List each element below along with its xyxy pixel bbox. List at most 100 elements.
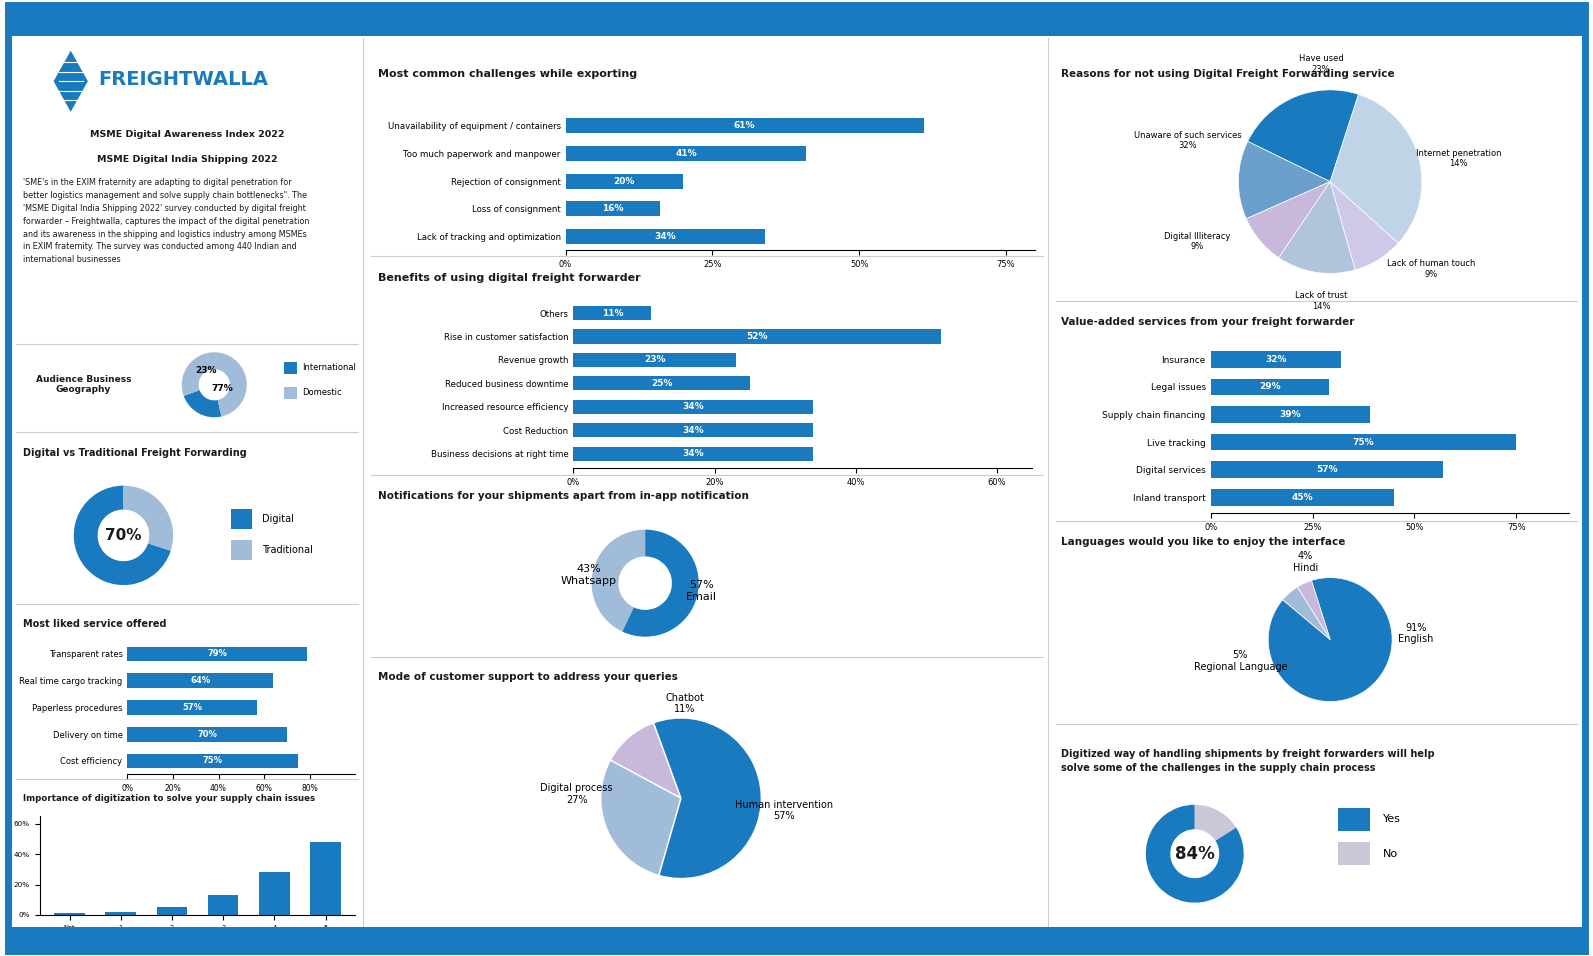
Wedge shape bbox=[1246, 182, 1330, 258]
Text: 16%: 16% bbox=[602, 205, 623, 213]
Text: Digital process
27%: Digital process 27% bbox=[540, 784, 613, 805]
Wedge shape bbox=[1330, 182, 1399, 270]
Text: Most liked service offered: Most liked service offered bbox=[22, 619, 166, 629]
Text: 20%: 20% bbox=[613, 177, 636, 185]
Bar bbox=[284, 386, 296, 399]
Text: 64%: 64% bbox=[190, 676, 210, 685]
Text: Mode of customer support to address your queries: Mode of customer support to address your… bbox=[378, 672, 677, 683]
Bar bbox=[127, 646, 307, 662]
Text: 57%: 57% bbox=[182, 703, 202, 712]
Text: Lack of trust
14%: Lack of trust 14% bbox=[1295, 292, 1348, 311]
Bar bbox=[1211, 351, 1341, 367]
Text: 43%
Whatsapp: 43% Whatsapp bbox=[561, 564, 616, 586]
Wedge shape bbox=[182, 353, 247, 417]
Bar bbox=[573, 330, 940, 343]
Text: 61%: 61% bbox=[734, 121, 755, 130]
Wedge shape bbox=[1297, 580, 1330, 640]
Text: Lack of human touch
9%: Lack of human touch 9% bbox=[1388, 259, 1475, 278]
Text: Importance of digitization to solve your supply chain issues: Importance of digitization to solve your… bbox=[22, 793, 315, 803]
Text: 41%: 41% bbox=[675, 149, 696, 158]
Bar bbox=[573, 446, 814, 461]
Bar bbox=[231, 540, 252, 560]
Text: Digital: Digital bbox=[261, 514, 295, 524]
Bar bbox=[566, 174, 683, 188]
Bar bbox=[127, 727, 287, 742]
Text: 34%: 34% bbox=[655, 232, 675, 241]
Bar bbox=[573, 424, 814, 437]
Text: 34%: 34% bbox=[683, 449, 704, 458]
Text: 45%: 45% bbox=[1292, 493, 1313, 502]
Text: Digital Illiteracy
9%: Digital Illiteracy 9% bbox=[1164, 231, 1230, 251]
Text: Human intervention
57%: Human intervention 57% bbox=[734, 799, 833, 821]
Text: International: International bbox=[303, 363, 357, 372]
Wedge shape bbox=[183, 390, 221, 417]
Bar bbox=[573, 306, 652, 320]
Text: 70%: 70% bbox=[198, 729, 217, 739]
Text: © All rights reserved to Freightwalla: © All rights reserved to Freightwalla bbox=[1376, 936, 1553, 946]
Text: 11%: 11% bbox=[602, 309, 623, 317]
Text: Audience Business
Geography: Audience Business Geography bbox=[37, 375, 131, 395]
Bar bbox=[284, 361, 296, 374]
Wedge shape bbox=[1268, 577, 1392, 702]
Bar bbox=[566, 202, 660, 216]
Bar bbox=[207, 895, 239, 915]
Text: MSME Digital India Shipping 2022: MSME Digital India Shipping 2022 bbox=[97, 155, 277, 164]
Text: 25%: 25% bbox=[652, 379, 672, 388]
Text: Digital vs Traditional Freight Forwarding: Digital vs Traditional Freight Forwardin… bbox=[22, 447, 247, 458]
Bar bbox=[54, 913, 84, 915]
Text: 91%
English: 91% English bbox=[1399, 622, 1434, 644]
Bar bbox=[231, 510, 252, 530]
Wedge shape bbox=[1195, 805, 1236, 840]
Text: Most common challenges while exporting: Most common challenges while exporting bbox=[378, 69, 637, 79]
Wedge shape bbox=[610, 723, 682, 798]
Bar bbox=[105, 912, 135, 915]
Bar bbox=[573, 353, 736, 367]
Bar bbox=[1338, 808, 1370, 831]
Text: 84%: 84% bbox=[1176, 845, 1214, 862]
Text: 75%: 75% bbox=[1352, 438, 1375, 446]
Bar bbox=[1211, 462, 1443, 478]
Text: 70%: 70% bbox=[105, 528, 142, 543]
Text: Value-added services from your freight forwarder: Value-added services from your freight f… bbox=[1061, 317, 1354, 327]
Text: 57%: 57% bbox=[1316, 466, 1338, 474]
Text: Reasons for not using Digital Freight Forwarding service: Reasons for not using Digital Freight Fo… bbox=[1061, 69, 1395, 79]
Text: 23%: 23% bbox=[644, 356, 666, 364]
Bar bbox=[1211, 379, 1329, 395]
Wedge shape bbox=[1279, 182, 1356, 273]
Bar bbox=[566, 228, 765, 244]
Polygon shape bbox=[54, 51, 88, 112]
Wedge shape bbox=[653, 718, 761, 879]
Bar bbox=[127, 673, 274, 688]
Wedge shape bbox=[1330, 95, 1423, 243]
Wedge shape bbox=[1145, 805, 1244, 902]
Text: No: No bbox=[1383, 849, 1397, 858]
Text: Benefits of using digital freight forwarder: Benefits of using digital freight forwar… bbox=[378, 273, 640, 283]
Text: 4%
Hindi: 4% Hindi bbox=[1294, 552, 1317, 573]
Text: MSME Digital Awareness Index 2022: MSME Digital Awareness Index 2022 bbox=[89, 130, 285, 140]
Bar bbox=[1211, 434, 1517, 450]
Text: 79%: 79% bbox=[207, 649, 228, 659]
Wedge shape bbox=[623, 530, 699, 637]
Text: 39%: 39% bbox=[1279, 410, 1301, 419]
Wedge shape bbox=[73, 486, 170, 585]
Text: 75%: 75% bbox=[202, 756, 223, 766]
Bar bbox=[1211, 406, 1370, 423]
Wedge shape bbox=[591, 530, 645, 632]
Wedge shape bbox=[1247, 90, 1359, 182]
Bar bbox=[156, 907, 188, 915]
Bar bbox=[127, 753, 298, 769]
Text: FREIGHTWALLA: FREIGHTWALLA bbox=[99, 70, 268, 89]
Text: Chatbot
11%: Chatbot 11% bbox=[666, 693, 704, 714]
Wedge shape bbox=[601, 760, 682, 876]
Text: Digitized way of handling shipments by freight forwarders will help
solve some o: Digitized way of handling shipments by f… bbox=[1061, 749, 1435, 773]
Wedge shape bbox=[1238, 141, 1330, 219]
Bar bbox=[566, 119, 924, 134]
Bar bbox=[566, 146, 806, 161]
Bar bbox=[1338, 842, 1370, 865]
Bar bbox=[127, 700, 258, 715]
Bar bbox=[573, 400, 814, 414]
Text: Traditional: Traditional bbox=[261, 545, 312, 554]
Bar bbox=[573, 377, 750, 390]
Text: Yes: Yes bbox=[1383, 815, 1400, 824]
Wedge shape bbox=[1282, 587, 1330, 640]
